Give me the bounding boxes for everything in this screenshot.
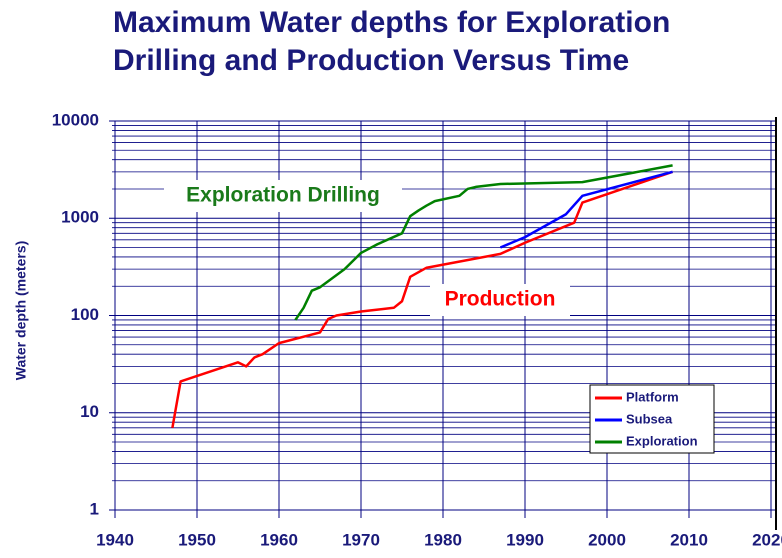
- legend-label: Platform: [626, 389, 679, 404]
- annotation-bg: [164, 180, 402, 212]
- x-tick-label: 1960: [260, 530, 298, 549]
- series-line: [171, 170, 674, 429]
- legend: Platform Subsea Exploration: [589, 384, 715, 454]
- x-tick-label: 1980: [424, 530, 462, 549]
- legend-label: Subsea: [626, 411, 673, 426]
- y-tick-label: 1000: [61, 208, 99, 227]
- x-tick-label: 2000: [588, 530, 626, 549]
- y-tick-label: 100: [71, 305, 99, 324]
- chart-title: Maximum Water depths for Exploration Dri…: [113, 6, 671, 77]
- y-axis-label: Water depth (meters): [13, 241, 29, 381]
- x-tick-label: 2010: [670, 530, 708, 549]
- annotation: Exploration Drilling: [186, 184, 380, 207]
- annotation-bg: [430, 284, 570, 316]
- x-tick-label: 1990: [506, 530, 544, 549]
- y-tick-label: 1: [90, 499, 99, 518]
- annotation: Production: [445, 288, 556, 311]
- y-tick-label: 10000: [52, 110, 99, 129]
- x-tick-label: 1970: [342, 530, 380, 549]
- series-line: [499, 170, 673, 249]
- series-line: [294, 164, 673, 321]
- x-tick-label: 1950: [178, 530, 216, 549]
- x-tick-label: 2020: [752, 530, 782, 549]
- legend-label: Exploration: [626, 433, 698, 448]
- x-tick-label: 1940: [96, 530, 134, 549]
- y-tick-label: 10: [80, 402, 99, 421]
